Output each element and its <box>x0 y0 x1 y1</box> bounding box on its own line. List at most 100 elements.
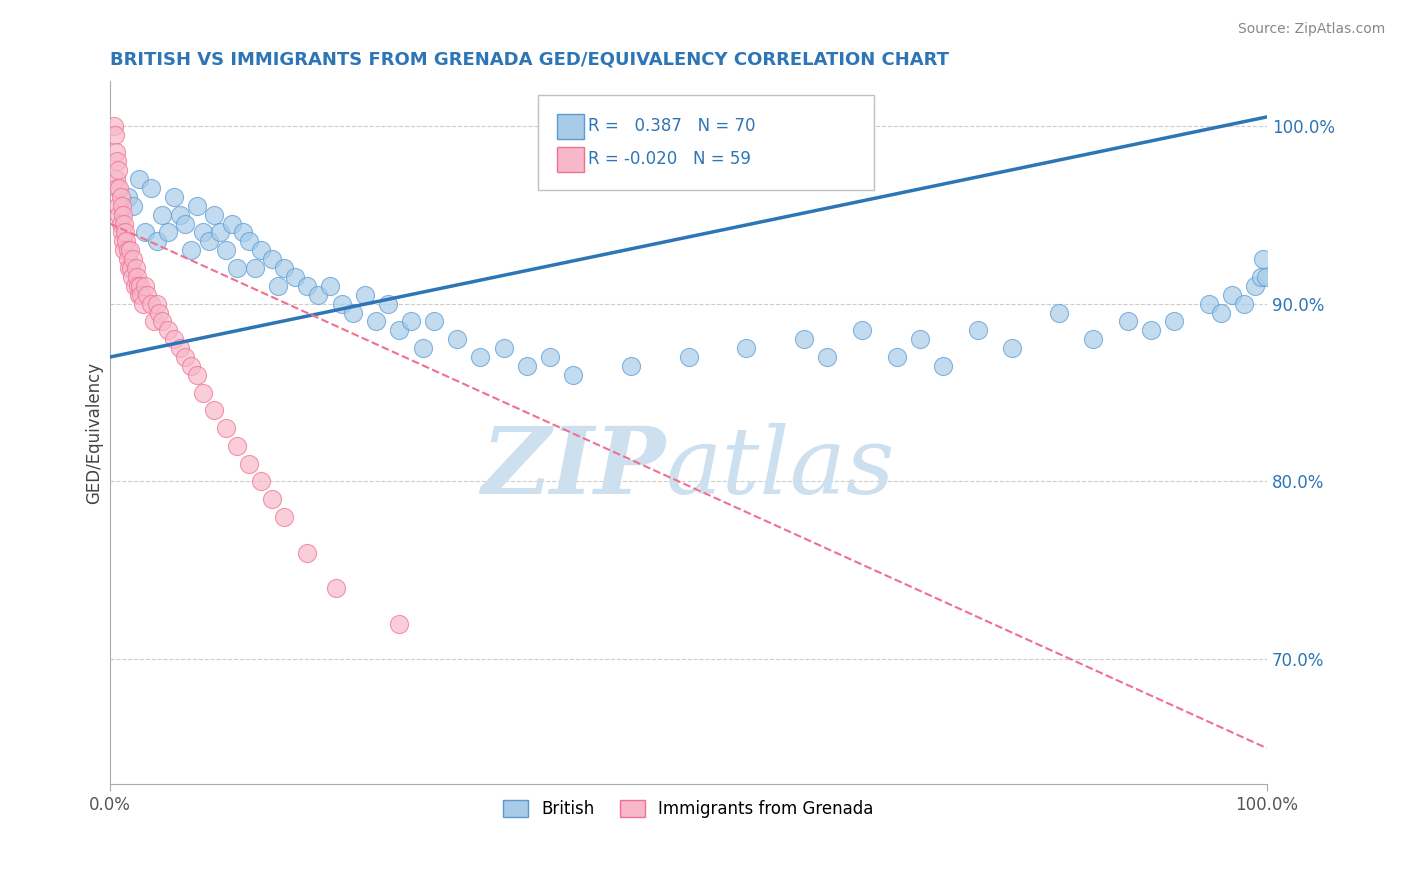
Point <box>191 385 214 400</box>
Point <box>148 305 170 319</box>
Point <box>122 199 145 213</box>
Point <box>423 314 446 328</box>
Point <box>342 305 364 319</box>
Point <box>330 296 353 310</box>
Point <box>377 296 399 310</box>
Point <box>516 359 538 373</box>
Point <box>1233 296 1256 310</box>
Point <box>112 217 135 231</box>
Point <box>104 128 127 142</box>
FancyBboxPatch shape <box>557 113 585 139</box>
Point <box>249 475 271 489</box>
Point <box>169 341 191 355</box>
Point <box>118 261 141 276</box>
Point <box>1047 305 1070 319</box>
Point <box>105 172 128 186</box>
Point <box>793 332 815 346</box>
Point <box>243 261 266 276</box>
Point <box>110 190 132 204</box>
Point <box>262 492 284 507</box>
Point <box>620 359 643 373</box>
Text: R =   0.387   N = 70: R = 0.387 N = 70 <box>588 118 755 136</box>
Point <box>202 208 225 222</box>
Point <box>117 190 139 204</box>
Point <box>105 154 128 169</box>
Point <box>295 545 318 559</box>
Point <box>145 296 167 310</box>
Text: Source: ZipAtlas.com: Source: ZipAtlas.com <box>1237 22 1385 37</box>
Point <box>105 145 128 160</box>
Point <box>966 323 988 337</box>
Point <box>232 226 254 240</box>
Point <box>121 269 143 284</box>
Point <box>238 457 260 471</box>
Point <box>163 190 186 204</box>
Point <box>131 287 153 301</box>
Point <box>157 226 180 240</box>
Point <box>139 296 162 310</box>
Point <box>284 269 307 284</box>
Point <box>1116 314 1139 328</box>
Point <box>295 278 318 293</box>
Point <box>908 332 931 346</box>
Legend: British, Immigrants from Grenada: British, Immigrants from Grenada <box>496 793 880 824</box>
Point <box>134 278 156 293</box>
Point <box>209 226 232 240</box>
Point <box>1209 305 1232 319</box>
Point <box>125 269 148 284</box>
Point <box>561 368 583 382</box>
Point <box>191 226 214 240</box>
Point <box>735 341 758 355</box>
Point <box>470 350 492 364</box>
Point <box>1198 296 1220 310</box>
Point <box>150 314 173 328</box>
Point <box>115 235 138 249</box>
Point <box>388 616 411 631</box>
Point <box>139 181 162 195</box>
Point <box>163 332 186 346</box>
Point <box>111 235 134 249</box>
Point <box>114 226 136 240</box>
Point <box>174 217 197 231</box>
Point <box>366 314 388 328</box>
Point <box>197 235 219 249</box>
Point <box>446 332 468 346</box>
Point <box>215 244 238 258</box>
Text: ZIP: ZIP <box>481 423 665 513</box>
Point <box>169 208 191 222</box>
Point <box>1220 287 1243 301</box>
Point <box>143 314 166 328</box>
Point <box>1250 269 1272 284</box>
Point <box>127 278 149 293</box>
Point <box>118 244 141 258</box>
Point <box>1253 252 1275 267</box>
Point <box>221 217 243 231</box>
Point <box>174 350 197 364</box>
Point <box>150 208 173 222</box>
Point <box>399 314 422 328</box>
Point <box>1140 323 1163 337</box>
Point <box>1254 269 1277 284</box>
Point <box>262 252 284 267</box>
Point <box>117 244 139 258</box>
Point <box>273 510 295 524</box>
Point <box>145 235 167 249</box>
Point <box>111 199 134 213</box>
Point <box>111 226 134 240</box>
Point <box>1083 332 1105 346</box>
Point <box>117 252 139 267</box>
Point <box>492 341 515 355</box>
Point <box>1163 314 1185 328</box>
Point <box>319 278 342 293</box>
Point <box>307 287 329 301</box>
Point <box>124 278 146 293</box>
Point <box>215 421 238 435</box>
Point <box>353 287 375 301</box>
Point <box>1001 341 1024 355</box>
Point <box>412 341 434 355</box>
Point <box>107 199 129 213</box>
Point <box>136 287 159 301</box>
Point <box>388 323 411 337</box>
Point <box>122 252 145 267</box>
Point <box>851 323 873 337</box>
